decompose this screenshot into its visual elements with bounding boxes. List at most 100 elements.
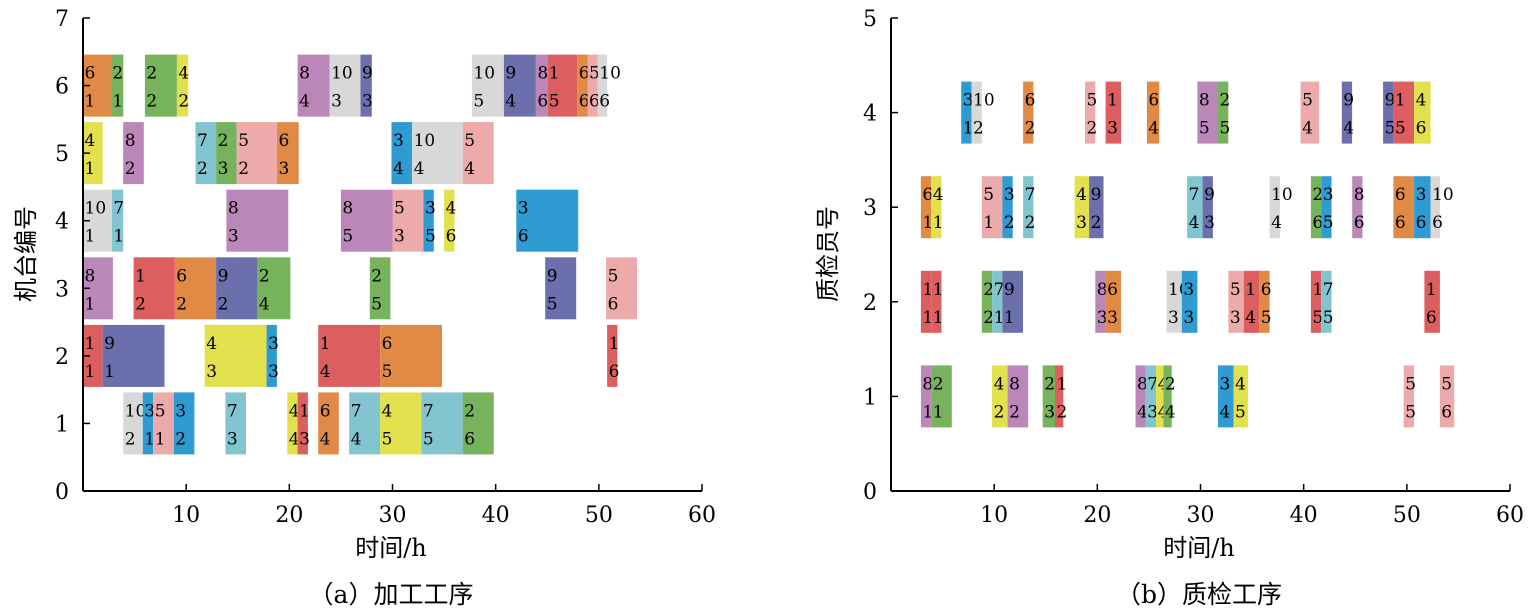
x-tick-label: 20 xyxy=(1083,503,1111,528)
task-job-label: 9 xyxy=(362,64,373,84)
task-op-label: 2 xyxy=(983,308,994,328)
task-job-label: 2 xyxy=(1312,185,1323,205)
task-bar-rect xyxy=(516,189,579,252)
task-job-label: 8 xyxy=(125,131,136,151)
task-job-label: 4 xyxy=(178,64,189,84)
task-bar-rect xyxy=(1352,176,1363,239)
task-job-label: 2 xyxy=(371,266,382,286)
task-op-label: 4 xyxy=(320,362,331,382)
task-bar: 13 xyxy=(297,392,310,455)
task-bar-rect xyxy=(380,324,442,387)
task-bar: 31 xyxy=(142,392,155,455)
task-bar: 73 xyxy=(1145,365,1158,428)
task-op-label: 4 xyxy=(1165,402,1176,422)
task-bar: 11 xyxy=(920,270,933,333)
panel-b-bars: 3110262521364852554949515466141513272439… xyxy=(920,81,1455,428)
y-tick-label: 3 xyxy=(863,196,877,221)
task-bar-rect xyxy=(142,392,154,455)
task-bar: 103 xyxy=(329,54,361,117)
task-bar: 72 xyxy=(1023,176,1036,239)
task-bar-rect xyxy=(992,270,1003,333)
task-bar-rect xyxy=(195,122,217,185)
task-op-label: 6 xyxy=(599,92,610,112)
task-bar: 73 xyxy=(225,392,246,455)
task-bar-rect xyxy=(1403,365,1414,428)
task-bar: 33 xyxy=(1181,270,1198,333)
task-bar: 25 xyxy=(369,257,391,320)
y-tick-label: 0 xyxy=(863,480,877,505)
task-job-label: 6 xyxy=(1148,91,1159,111)
task-bar: 51 xyxy=(981,176,1003,239)
task-job-label: 2 xyxy=(218,131,229,151)
x-tick-label: 50 xyxy=(585,503,613,528)
task-bar: 32 xyxy=(1002,176,1015,239)
task-bar: 45 xyxy=(380,392,422,455)
task-job-label: 1 xyxy=(85,334,96,354)
task-bar-rect xyxy=(503,54,536,117)
task-bar-rect xyxy=(1055,365,1064,428)
task-op-label: 1 xyxy=(994,308,1005,328)
task-bar: 82 xyxy=(1007,365,1029,428)
task-bar: 72 xyxy=(195,122,217,185)
task-op-label: 3 xyxy=(299,429,310,449)
task-bar: 85 xyxy=(1197,81,1218,144)
task-job-label: 7 xyxy=(227,401,238,421)
task-bar-rect xyxy=(1074,176,1089,239)
task-op-label: 6 xyxy=(537,92,548,112)
task-op-label: 4 xyxy=(1271,213,1282,233)
task-bar-rect xyxy=(111,189,124,252)
task-bar: 74 xyxy=(1187,176,1203,239)
task-op-label: 6 xyxy=(608,294,619,314)
task-job-label: 5 xyxy=(394,199,405,219)
task-job-label: 9 xyxy=(1004,280,1015,300)
task-bar-rect xyxy=(920,176,932,239)
task-job-label: 5 xyxy=(983,185,994,205)
task-op-label: 1 xyxy=(933,213,944,233)
task-bar-rect xyxy=(297,54,330,117)
task-bar: 92 xyxy=(216,257,258,320)
task-bar: 75 xyxy=(421,392,463,455)
task-bar-rect xyxy=(462,122,494,185)
task-bar-rect xyxy=(535,54,548,117)
task-bar: 86 xyxy=(1352,176,1365,239)
task-job-label: 9 xyxy=(1385,91,1396,111)
y-tick-label: 4 xyxy=(863,102,877,127)
task-bar-rect xyxy=(329,54,361,117)
task-bar: 24 xyxy=(1163,365,1176,428)
task-op-label: 2 xyxy=(1025,213,1036,233)
task-op-label: 4 xyxy=(1189,213,1200,233)
task-job-label: 3 xyxy=(963,91,974,111)
task-op-label: 1 xyxy=(85,362,96,382)
task-op-label: 5 xyxy=(1220,119,1231,139)
task-job-label: 9 xyxy=(505,64,516,84)
task-job-label: 6 xyxy=(279,131,290,151)
task-bar: 84 xyxy=(1135,365,1148,428)
task-bar: 16 xyxy=(607,324,619,387)
task-op-label: 1 xyxy=(963,119,974,139)
task-job-label: 3 xyxy=(1004,185,1015,205)
task-bar: 95 xyxy=(1383,81,1396,144)
task-op-label: 2 xyxy=(125,159,136,179)
x-tick-label: 30 xyxy=(1187,503,1215,528)
y-tick-label: 7 xyxy=(55,7,69,32)
task-job-label: 4 xyxy=(85,131,96,151)
task-bar-rect xyxy=(1269,176,1280,239)
task-job-label: 1 xyxy=(299,401,310,421)
task-bar-rect xyxy=(1300,81,1320,144)
task-op-label: 5 xyxy=(473,92,484,112)
task-op-label: 4 xyxy=(1343,119,1354,139)
task-bar: 62 xyxy=(1023,81,1035,144)
task-op-label: 4 xyxy=(351,429,362,449)
task-bar-rect xyxy=(1146,81,1160,144)
task-job-label: 4 xyxy=(289,401,300,421)
task-job-label: 1 xyxy=(922,280,933,300)
task-op-label: 4 xyxy=(259,294,270,314)
task-op-label: 3 xyxy=(227,429,238,449)
task-bar-rect xyxy=(412,122,463,185)
task-job-label: 6 xyxy=(176,266,187,286)
task-bar-rect xyxy=(110,54,124,117)
task-job-label: 9 xyxy=(218,266,229,286)
task-bar: 36 xyxy=(1414,176,1431,239)
task-bar: 22 xyxy=(144,54,177,117)
